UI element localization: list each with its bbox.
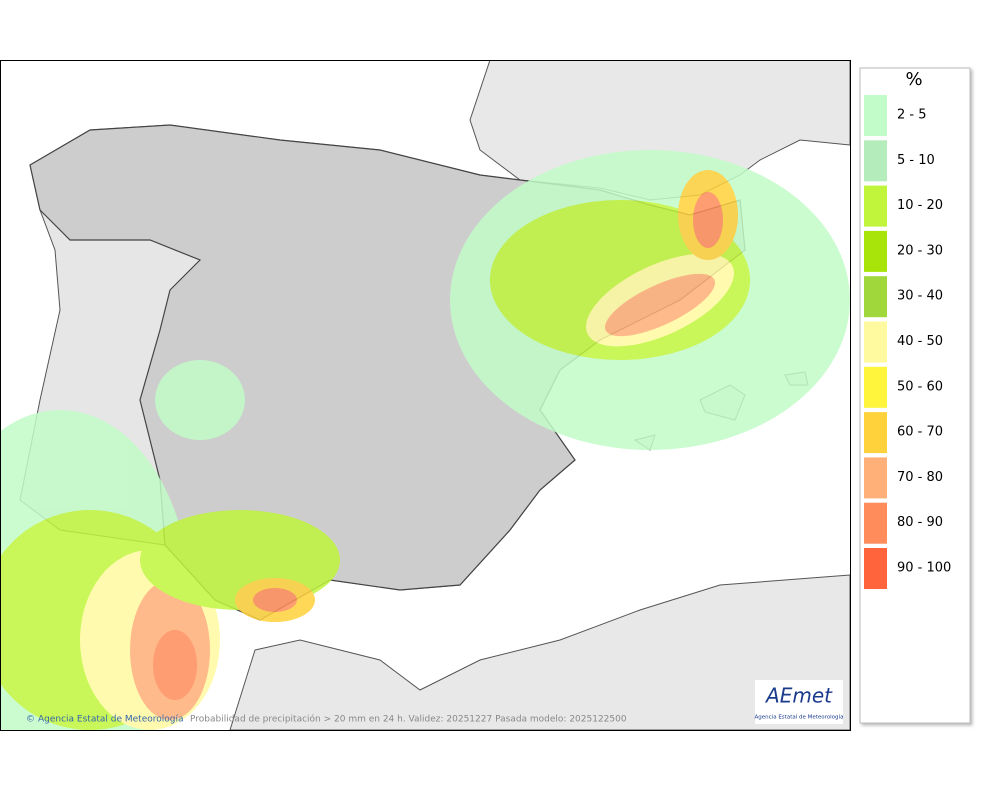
logo-box [755, 680, 843, 724]
logo-name: AEmet [764, 684, 833, 708]
legend-label: 30 - 40 [897, 289, 943, 304]
legend-label: 60 - 70 [897, 425, 943, 440]
legend-swatch [864, 457, 887, 499]
credit: Agencia Estatal de Meteorología [38, 715, 184, 725]
legend-label: 50 - 60 [897, 379, 943, 394]
legend-label: 80 - 90 [897, 515, 943, 530]
legend-swatch [864, 140, 887, 182]
legend-label: 70 - 80 [897, 470, 943, 485]
legend-title: % [905, 69, 922, 90]
legend-label: 10 - 20 [897, 198, 943, 213]
legend-label: 40 - 50 [897, 334, 943, 349]
legend-swatch [864, 230, 887, 272]
logo-subtitle: Agencia Estatal de Meteorología [755, 714, 844, 721]
legend-swatch [864, 95, 887, 136]
africa [229, 574, 850, 730]
legend-swatch [864, 548, 887, 589]
legend-label: 5 - 10 [897, 153, 935, 168]
legend-swatch [864, 185, 887, 227]
map: © Agencia Estatal de Meteorología Probab… [0, 60, 850, 730]
legend-label: 2 - 5 [897, 108, 927, 123]
precipitation-field [0, 150, 850, 730]
legend-swatch [864, 366, 887, 408]
legend-swatch [864, 321, 887, 363]
legend-swatch [864, 276, 887, 318]
legend-swatch [864, 502, 887, 544]
legend-label: 20 - 30 [897, 243, 943, 258]
legend-swatch [864, 412, 887, 454]
copyright-icon: © [26, 715, 35, 725]
caption: Probabilidad de precipitación > 20 mm en… [190, 714, 627, 725]
map-frame [0, 60, 851, 731]
legend-label: 90 - 100 [897, 561, 951, 576]
